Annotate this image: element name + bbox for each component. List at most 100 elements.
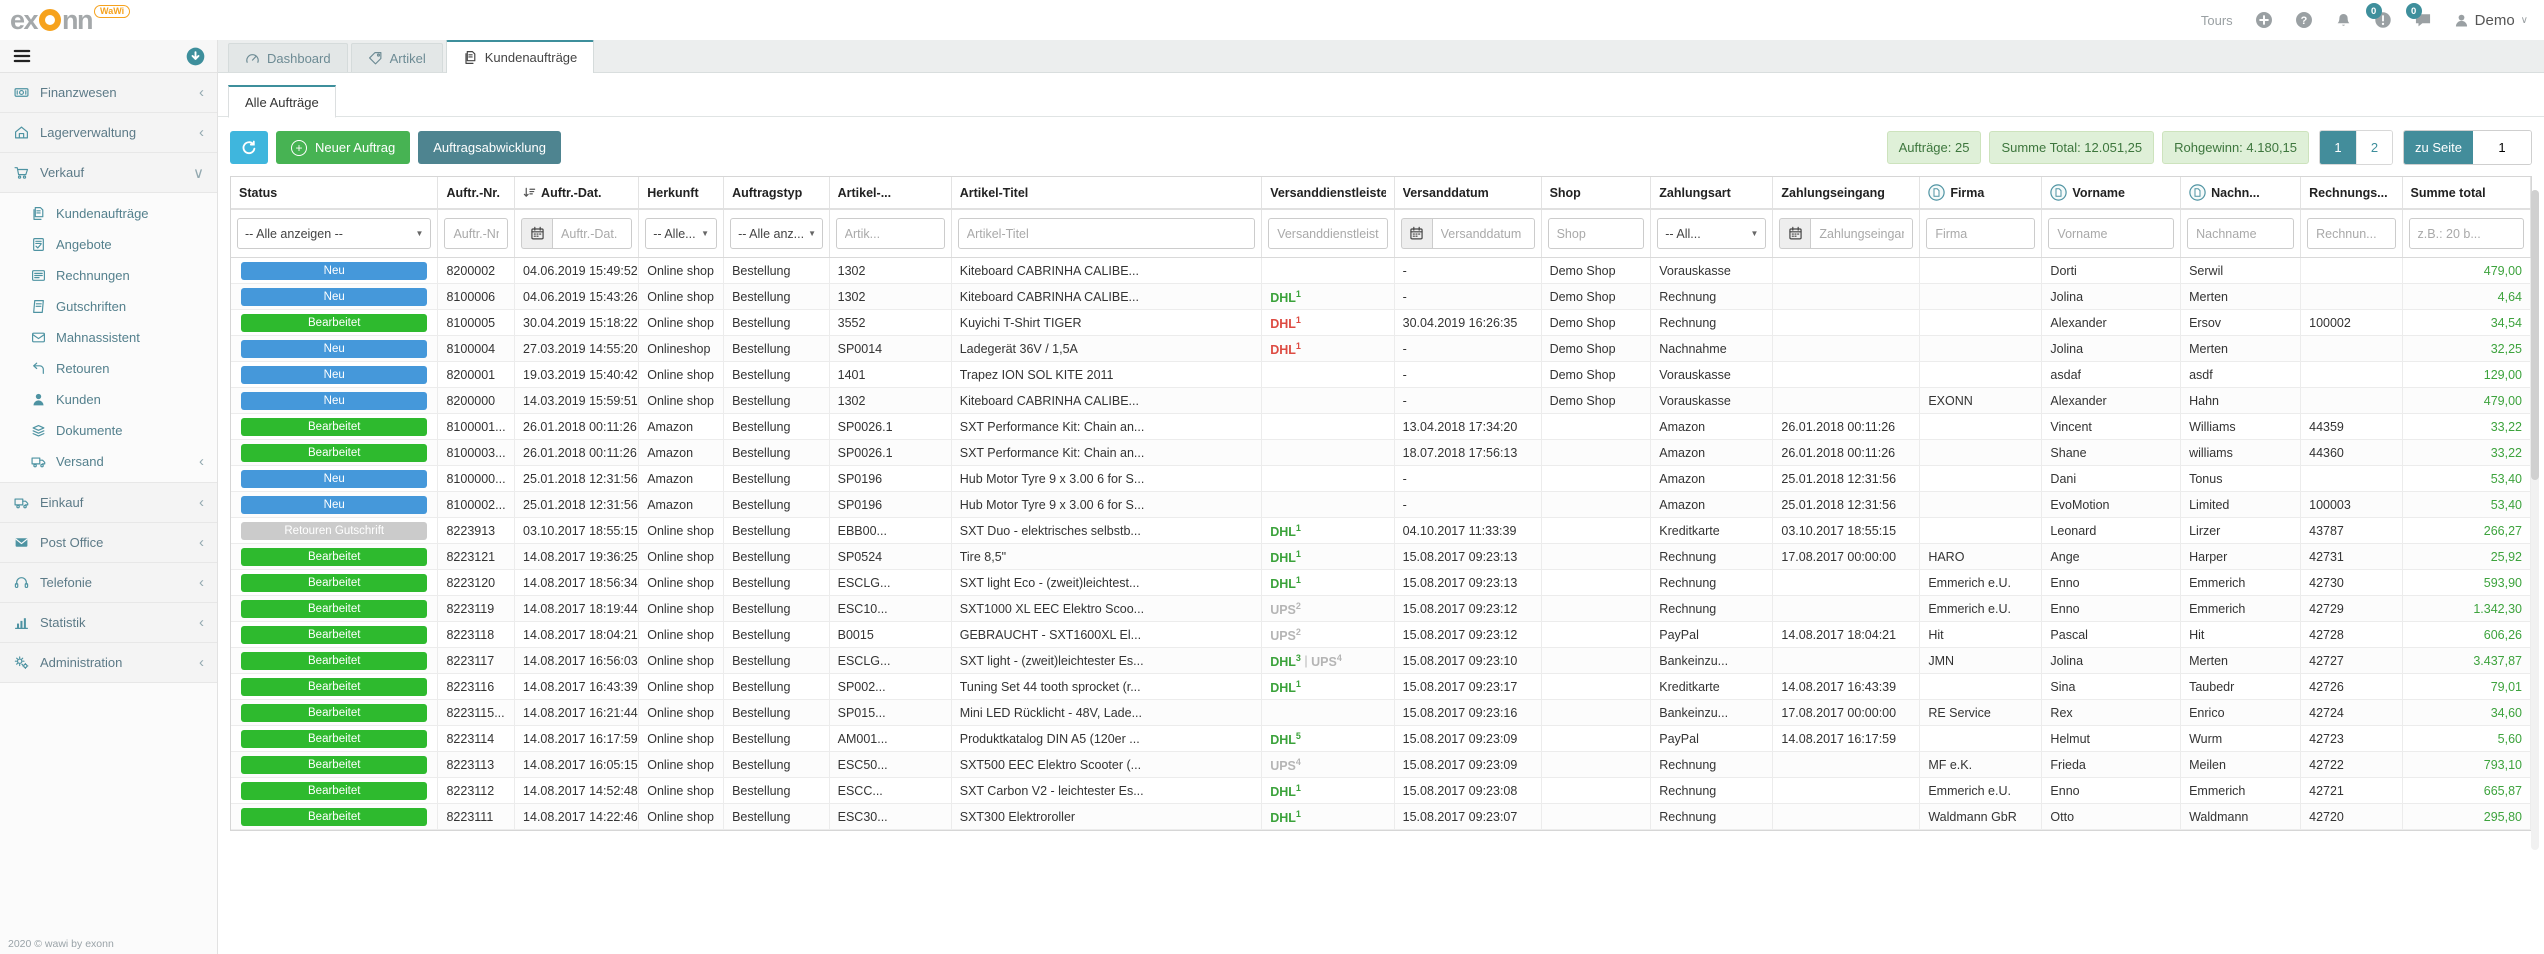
refresh-button[interactable] <box>230 131 268 164</box>
table-row[interactable]: Bearbeitet822311114.08.2017 14:22:46Onli… <box>231 804 2531 830</box>
column-header-shop[interactable]: Shop <box>1541 177 1651 209</box>
table-row[interactable]: Bearbeitet822312014.08.2017 18:56:34Onli… <box>231 570 2531 596</box>
filter-select-zahlungsart[interactable]: -- All...▼ <box>1657 218 1766 249</box>
column-header-herkunft[interactable]: Herkunft <box>639 177 724 209</box>
table-row[interactable]: Neu8100002...25.01.2018 12:31:56AmazonBe… <box>231 492 2531 518</box>
filter-input-auftr_dat[interactable] <box>552 218 632 249</box>
column-header-vorname[interactable]: Vorname <box>2042 177 2181 209</box>
sidebar-item-lagerverwaltung[interactable]: Lagerverwaltung‹ <box>0 113 217 153</box>
alert-circle-icon[interactable]: 0 <box>2374 11 2392 29</box>
filter-select-status[interactable]: -- Alle anzeigen --▼ <box>237 218 431 249</box>
bell-icon[interactable] <box>2335 12 2352 29</box>
sidebar-item-verkauf[interactable]: Verkauf∨ <box>0 153 217 193</box>
scrollbar-thumb[interactable] <box>2531 190 2539 480</box>
filter-input-versanddatum[interactable] <box>1432 218 1535 249</box>
filter-input-rechnung[interactable] <box>2307 218 2395 249</box>
sidebar-item-kundenauftraege[interactable]: Kundenaufträge <box>0 198 217 229</box>
table-row[interactable]: Bearbeitet822311914.08.2017 18:19:44Onli… <box>231 596 2531 622</box>
table-scrollbar[interactable] <box>2531 190 2539 850</box>
column-header-versanddatum[interactable]: Versanddatum <box>1394 177 1541 209</box>
filter-input-zahlungseingang[interactable] <box>1810 218 1913 249</box>
filter-select-herkunft[interactable]: -- Alle...▼ <box>645 218 717 249</box>
table-row[interactable]: Neu820000014.03.2019 15:59:51Online shop… <box>231 388 2531 414</box>
filter-input-artikel_titel[interactable] <box>958 218 1255 249</box>
column-header-rechnung[interactable]: Rechnungs... <box>2301 177 2402 209</box>
table-row[interactable]: Bearbeitet8100001...26.01.2018 00:11:26A… <box>231 414 2531 440</box>
calendar-icon[interactable] <box>1401 218 1432 249</box>
calendar-icon[interactable] <box>1779 218 1810 249</box>
filter-input-vorname[interactable] <box>2048 218 2174 249</box>
table-row[interactable]: Bearbeitet822311614.08.2017 16:43:39Onli… <box>231 674 2531 700</box>
column-header-status[interactable]: Status <box>231 177 438 209</box>
sidebar-item-statistik[interactable]: Statistik‹ <box>0 603 217 643</box>
filter-input-nachname[interactable] <box>2187 218 2294 249</box>
filter-select-auftragstyp[interactable]: -- Alle anz...▼ <box>730 218 823 249</box>
tab-alle-auftraege[interactable]: Alle Aufträge <box>228 85 336 118</box>
sidebar-item-retouren[interactable]: Retouren <box>0 353 217 384</box>
filter-input-artikel_nr[interactable] <box>836 218 945 249</box>
plus-circle-icon[interactable] <box>2255 11 2273 29</box>
sidebar-item-dokumente[interactable]: Dokumente <box>0 415 217 446</box>
column-header-auftragstyp[interactable]: Auftragstyp <box>724 177 830 209</box>
column-header-auftr_dat[interactable]: Auftr.-Dat. <box>515 177 639 209</box>
filter-input-summe[interactable] <box>2409 218 2524 249</box>
table-row[interactable]: Neu810000604.06.2019 15:43:26Online shop… <box>231 284 2531 310</box>
tab-kundenauftraege[interactable]: Kundenaufträge <box>446 40 595 73</box>
column-header-artikel_titel[interactable]: Artikel-Titel <box>951 177 1261 209</box>
tab-dashboard[interactable]: Dashboard <box>228 43 348 72</box>
sidebar-item-administration[interactable]: Administration‹ <box>0 643 217 683</box>
column-header-artikel_nr[interactable]: Artikel-... <box>829 177 951 209</box>
sidebar-item-telefonie[interactable]: Telefonie‹ <box>0 563 217 603</box>
table-row[interactable]: Retouren Gutschrift822391303.10.2017 18:… <box>231 518 2531 544</box>
page-button[interactable]: 1 <box>2320 131 2356 164</box>
column-header-firma[interactable]: Firma <box>1920 177 2042 209</box>
sidebar-item-mahnassistent[interactable]: Mahnassistent <box>0 322 217 353</box>
column-header-summe[interactable]: Summe total <box>2402 177 2530 209</box>
sidebar-item-versand[interactable]: Versand‹ <box>0 446 217 477</box>
table-row[interactable]: Neu810000427.03.2019 14:55:20OnlineshopB… <box>231 336 2531 362</box>
table-row[interactable]: Bearbeitet822311414.08.2017 16:17:59Onli… <box>231 726 2531 752</box>
table-row[interactable]: Bearbeitet822312114.08.2017 19:36:25Onli… <box>231 544 2531 570</box>
collapse-sidebar-icon[interactable] <box>186 47 205 66</box>
table-row[interactable]: Neu820000204.06.2019 15:49:52Online shop… <box>231 258 2531 284</box>
table-row[interactable]: Neu8100000...25.01.2018 12:31:56AmazonBe… <box>231 466 2531 492</box>
order-processing-button[interactable]: Auftragsabwicklung <box>418 131 561 164</box>
table-row[interactable]: Neu820000119.03.2019 15:40:42Online shop… <box>231 362 2531 388</box>
table-row[interactable]: Bearbeitet822311714.08.2017 16:56:03Onli… <box>231 648 2531 674</box>
table-row[interactable]: Bearbeitet822311214.08.2017 14:52:48Onli… <box>231 778 2531 804</box>
filter-input-shop[interactable] <box>1548 218 1645 249</box>
table-row[interactable]: Bearbeitet822311314.08.2017 16:05:15Onli… <box>231 752 2531 778</box>
sidebar-item-gutschriften[interactable]: Gutschriften <box>0 291 217 322</box>
sidebar-item-rechnungen[interactable]: Rechnungen <box>0 260 217 291</box>
column-header-versand[interactable]: Versanddienstleister <box>1262 177 1394 209</box>
chat-icon[interactable]: 0 <box>2414 11 2432 29</box>
cell-versand: DHL1 <box>1262 570 1394 596</box>
page-button[interactable]: 2 <box>2356 131 2392 164</box>
sidebar-item-kunden[interactable]: Kunden <box>0 384 217 415</box>
column-header-zahlungsart[interactable]: Zahlungsart <box>1651 177 1773 209</box>
tours-link[interactable]: Tours <box>2201 13 2233 28</box>
question-circle-icon[interactable]: ? <box>2295 11 2313 29</box>
table-row[interactable]: Bearbeitet8223115...14.08.2017 16:21:44O… <box>231 700 2531 726</box>
sidebar-item-angebote[interactable]: Angebote <box>0 229 217 260</box>
sidebar-item-einkauf[interactable]: Einkauf‹ <box>0 483 217 523</box>
calendar-icon[interactable] <box>521 218 552 249</box>
column-header-auftr_nr[interactable]: Auftr.-Nr. <box>438 177 515 209</box>
hamburger-menu-icon[interactable] <box>12 46 32 66</box>
column-header-zahlungseingang[interactable]: Zahlungseingang <box>1773 177 1920 209</box>
sidebar-item-finanzwesen[interactable]: Finanzwesen‹ <box>0 73 217 113</box>
tab-artikel[interactable]: Artikel <box>351 43 443 72</box>
goto-page-button[interactable]: zu Seite <box>2404 131 2473 164</box>
user-menu[interactable]: Demo ∨ <box>2454 12 2528 29</box>
sidebar-item-post-office[interactable]: Post Office‹ <box>0 523 217 563</box>
filter-input-versand[interactable] <box>1268 218 1387 249</box>
cell-nachname: Enrico <box>2181 700 2301 726</box>
new-order-button[interactable]: +Neuer Auftrag <box>276 131 410 164</box>
table-row[interactable]: Bearbeitet822311814.08.2017 18:04:21Onli… <box>231 622 2531 648</box>
filter-input-auftr_nr[interactable] <box>444 218 508 249</box>
column-header-nachname[interactable]: Nachn... <box>2181 177 2301 209</box>
goto-page-input[interactable] <box>2473 131 2531 164</box>
table-row[interactable]: Bearbeitet8100003...26.01.2018 00:11:26A… <box>231 440 2531 466</box>
table-row[interactable]: Bearbeitet810000530.04.2019 15:18:22Onli… <box>231 310 2531 336</box>
filter-input-firma[interactable] <box>1926 218 2035 249</box>
